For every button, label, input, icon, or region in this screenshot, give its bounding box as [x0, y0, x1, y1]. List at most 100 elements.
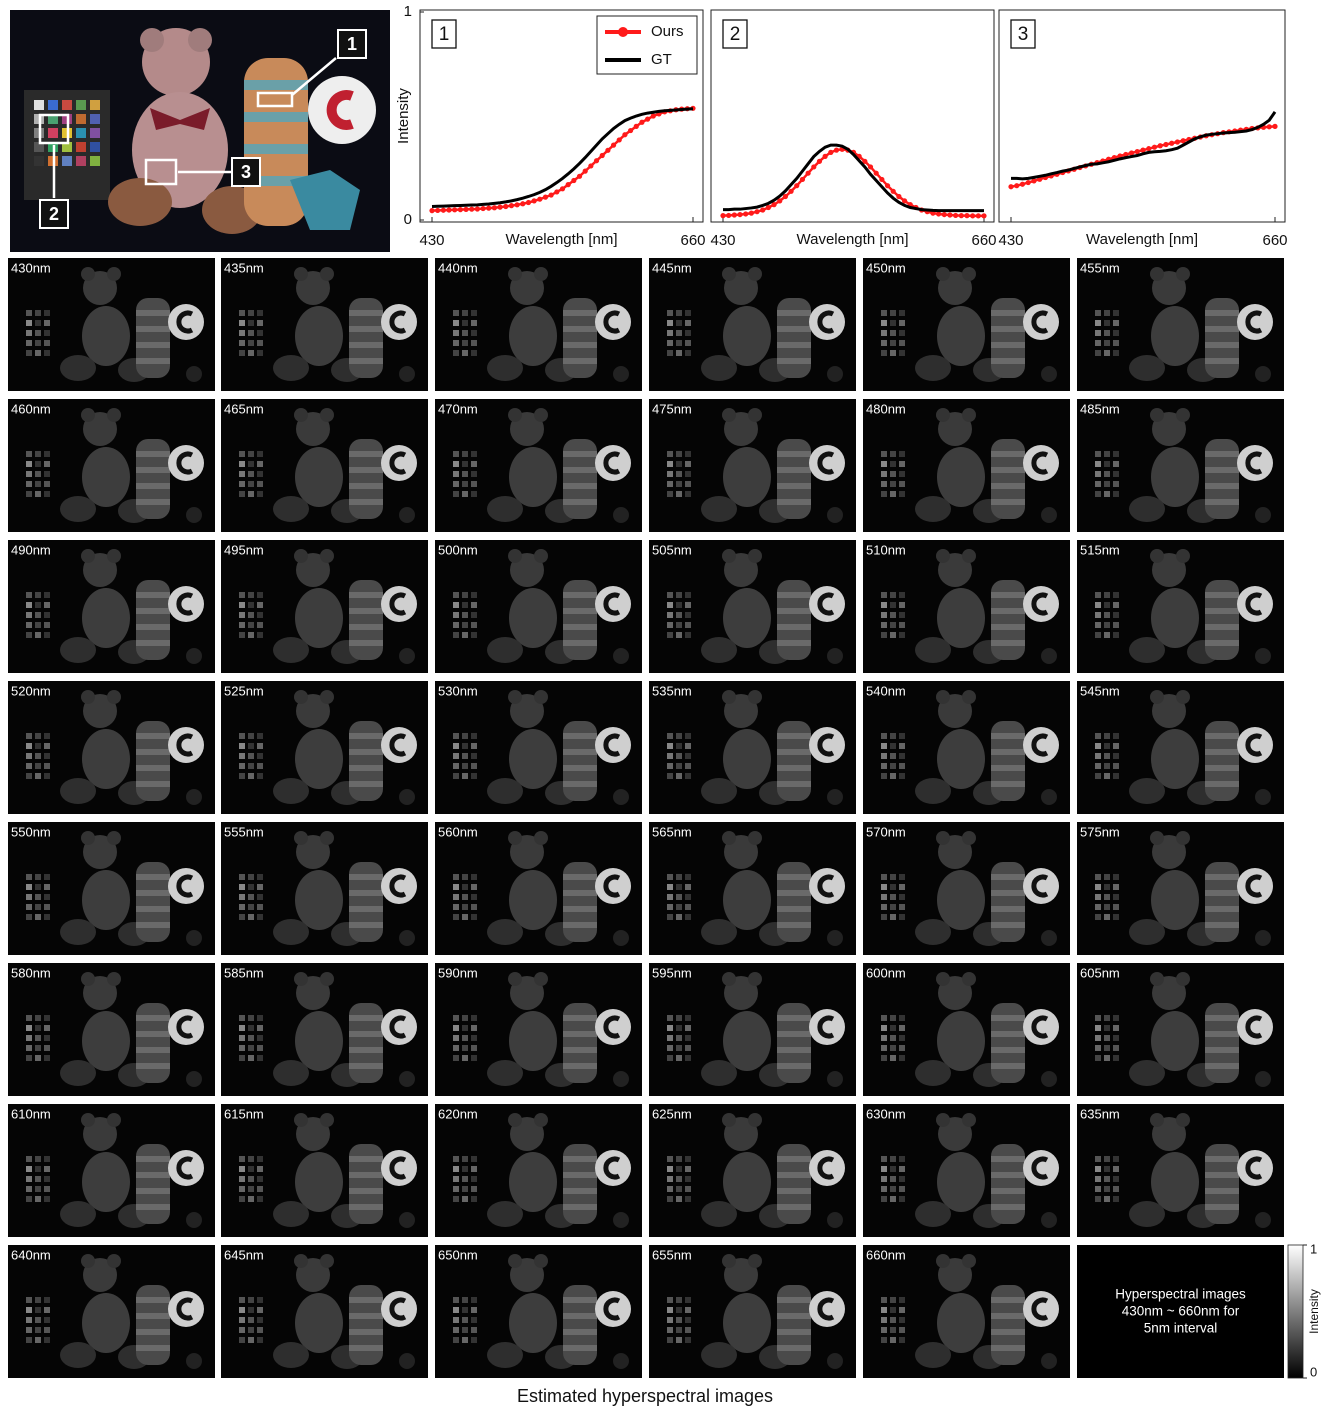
band-label: 530nm	[438, 683, 478, 698]
spectral-image	[221, 258, 428, 391]
series-point	[823, 154, 828, 159]
spectral-image	[1077, 540, 1284, 673]
band-label: 585nm	[224, 965, 264, 980]
series-line	[723, 145, 984, 211]
x-tick-label: 430	[998, 232, 1023, 249]
spectral-image	[1077, 1104, 1284, 1237]
spectral-image	[863, 258, 1070, 391]
band-label: 505nm	[652, 542, 692, 557]
spectral-image	[649, 1104, 856, 1237]
spectral-image	[863, 1104, 1070, 1237]
series-point	[554, 189, 559, 194]
series-point	[976, 213, 981, 218]
series-point	[811, 164, 816, 169]
series-point	[783, 194, 788, 199]
series-point	[806, 171, 811, 176]
series-point	[936, 211, 941, 216]
band-label: 465nm	[224, 401, 264, 416]
spectral-image	[863, 399, 1070, 532]
band-label: 445nm	[652, 260, 692, 275]
series-point	[588, 163, 593, 168]
legend-label: GT	[651, 51, 672, 68]
band-label: 640nm	[11, 1247, 51, 1262]
series-point	[577, 174, 582, 179]
spectral-image	[863, 681, 1070, 814]
band-label: 540nm	[866, 683, 906, 698]
spectral-image	[649, 1245, 856, 1378]
band-label: 660nm	[866, 1247, 906, 1262]
spectral-image	[863, 963, 1070, 1096]
series-point	[532, 198, 537, 203]
series-point	[1152, 145, 1157, 150]
band-label: 590nm	[438, 965, 478, 980]
x-axis-label: Wavelength [nm]	[797, 231, 909, 248]
spectral-image	[649, 681, 856, 814]
figure: 1 2 3 Estimated hyperspectral images 430…	[0, 0, 1323, 1408]
band-label: 535nm	[652, 683, 692, 698]
band-label: 460nm	[11, 401, 51, 416]
colorbar-label: Intensity	[1307, 1289, 1321, 1334]
band-label: 480nm	[866, 401, 906, 416]
series-point	[566, 182, 571, 187]
note-text: Hyperspectral images	[1115, 1287, 1246, 1302]
series-point	[964, 213, 969, 218]
series-point	[583, 169, 588, 174]
series-point	[766, 205, 771, 210]
series-point	[435, 208, 440, 213]
spectral-image	[435, 1245, 642, 1378]
photo-label: 1	[347, 34, 357, 54]
band-label: 500nm	[438, 542, 478, 557]
spectral-image	[1077, 399, 1284, 532]
series-line	[432, 108, 693, 210]
series-point	[537, 197, 542, 202]
series-point	[617, 137, 622, 142]
series-point	[743, 211, 748, 216]
series-point	[492, 205, 497, 210]
y-axis-label: Intensity	[395, 88, 412, 144]
photo-label: 3	[241, 162, 251, 182]
spectral-image	[649, 399, 856, 532]
x-tick-label: 430	[419, 232, 444, 249]
note-text: 430nm ~ 660nm for	[1122, 1304, 1240, 1319]
band-label: 635nm	[1080, 1106, 1120, 1121]
band-label: 565nm	[652, 824, 692, 839]
photo: 1 2 3	[10, 10, 390, 252]
spectral-image	[1077, 681, 1284, 814]
x-axis-label: Wavelength [nm]	[1086, 231, 1198, 248]
spectral-image	[649, 822, 856, 955]
series-point	[749, 211, 754, 216]
series-point	[634, 124, 639, 129]
colorbar-tick-label: 0	[1310, 1364, 1317, 1379]
spectral-image	[221, 1245, 428, 1378]
spectral-image	[1077, 963, 1284, 1096]
series-point	[622, 132, 627, 137]
series-point	[1169, 141, 1174, 146]
series-point	[446, 207, 451, 212]
spectral-image	[221, 681, 428, 814]
band-label: 570nm	[866, 824, 906, 839]
note-text: 5nm interval	[1144, 1321, 1218, 1336]
series-point	[503, 204, 508, 209]
spectral-image	[649, 258, 856, 391]
series-point	[520, 201, 525, 206]
series-point	[732, 212, 737, 217]
series-point	[1135, 149, 1140, 154]
series-point	[605, 148, 610, 153]
legend-swatch-dot	[618, 27, 628, 37]
series-line	[432, 109, 693, 207]
spectral-image	[435, 681, 642, 814]
plot-frame	[999, 10, 1285, 222]
band-label: 440nm	[438, 260, 478, 275]
series-point	[441, 208, 446, 213]
panel-label: 3	[1018, 24, 1029, 45]
band-label: 580nm	[11, 965, 51, 980]
series-point	[896, 194, 901, 199]
band-label: 600nm	[866, 965, 906, 980]
series-point	[828, 150, 833, 155]
spectral-image	[8, 258, 215, 391]
band-label: 520nm	[11, 683, 51, 698]
series-point	[628, 128, 633, 133]
series-point	[639, 120, 644, 125]
band-label: 490nm	[11, 542, 51, 557]
band-label: 455nm	[1080, 260, 1120, 275]
